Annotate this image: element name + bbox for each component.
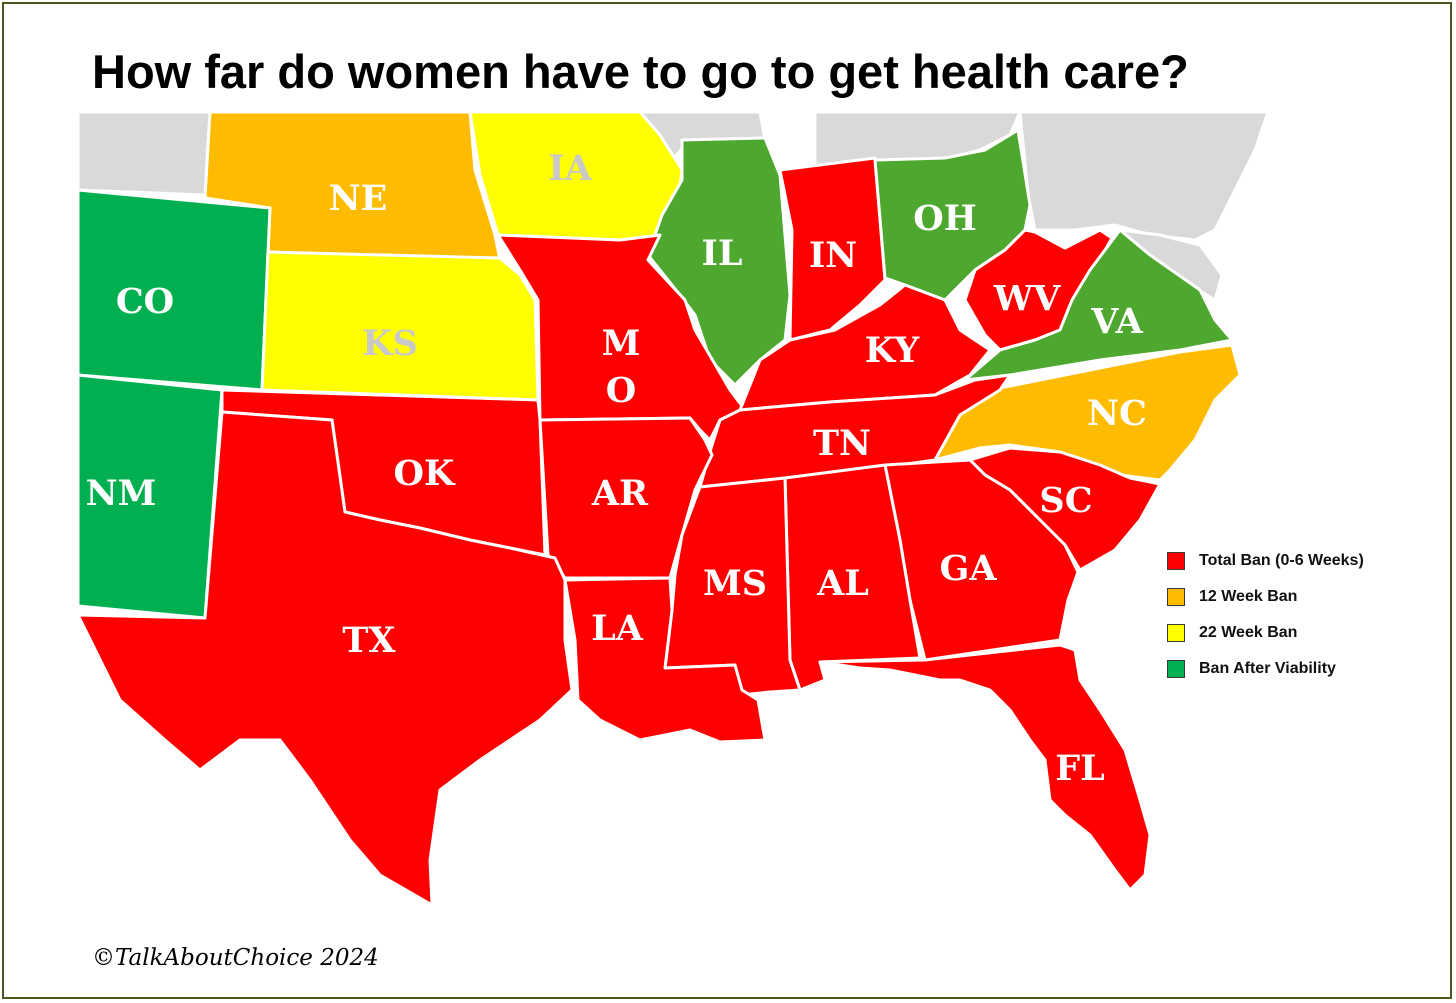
label-ia: IA	[548, 148, 592, 189]
legend-item-22-week: 22 Week Ban	[1167, 615, 1364, 651]
state-tx	[76, 410, 574, 907]
state-labels: NE IA IL IN OH CO KS M O KY WV VA NC TN …	[86, 148, 1147, 789]
legend-item-12-week: 12 Week Ban	[1167, 579, 1364, 615]
label-ga: GA	[939, 548, 997, 589]
label-la: LA	[591, 608, 644, 649]
label-ms: MS	[703, 563, 767, 604]
state-sd-region	[76, 110, 212, 197]
label-oh: OH	[913, 198, 977, 239]
label-co: CO	[116, 281, 174, 322]
legend: Total Ban (0-6 Weeks) 12 Week Ban 22 Wee…	[1167, 543, 1364, 687]
state-va	[963, 228, 1234, 382]
label-va: VA	[1090, 301, 1143, 342]
label-in: IN	[809, 235, 857, 276]
label-nc: NC	[1087, 393, 1147, 434]
label-il: IL	[702, 233, 743, 274]
label-sc: SC	[1039, 480, 1092, 521]
legend-label-total-ban: Total Ban (0-6 Weeks)	[1199, 552, 1364, 569]
label-tn: TN	[813, 423, 871, 464]
state-fl	[818, 643, 1152, 892]
state-la	[563, 576, 767, 744]
label-ne: NE	[329, 178, 388, 219]
legend-label-22-week: 22 Week Ban	[1199, 624, 1298, 641]
label-mo-line2: O	[606, 370, 637, 411]
state-il	[646, 136, 792, 387]
label-ks: KS	[362, 323, 418, 364]
legend-swatch-total-ban	[1167, 552, 1185, 570]
label-al: AL	[816, 563, 869, 604]
legend-swatch-viability	[1167, 660, 1185, 678]
legend-swatch-22-week	[1167, 624, 1185, 642]
label-ok: OK	[394, 453, 456, 494]
legend-label-12-week: 12 Week Ban	[1199, 588, 1298, 605]
label-nm: NM	[86, 473, 157, 514]
map-title: How far do women have to go to get healt…	[92, 45, 1189, 98]
label-tx: TX	[342, 620, 396, 661]
state-pa-ny-region	[1018, 110, 1270, 242]
legend-swatch-12-week	[1167, 588, 1185, 606]
legend-item-total-ban: Total Ban (0-6 Weeks)	[1167, 543, 1364, 579]
label-fl: FL	[1055, 748, 1104, 789]
label-wv: WV	[993, 278, 1061, 319]
label-ar: AR	[591, 473, 649, 514]
label-mo-line1: M	[602, 323, 641, 364]
label-ky: KY	[865, 330, 920, 371]
copyright-credit: ©TalkAboutChoice 2024	[92, 945, 379, 971]
legend-label-viability: Ban After Viability	[1199, 660, 1336, 677]
legend-item-viability: Ban After Viability	[1167, 651, 1364, 687]
